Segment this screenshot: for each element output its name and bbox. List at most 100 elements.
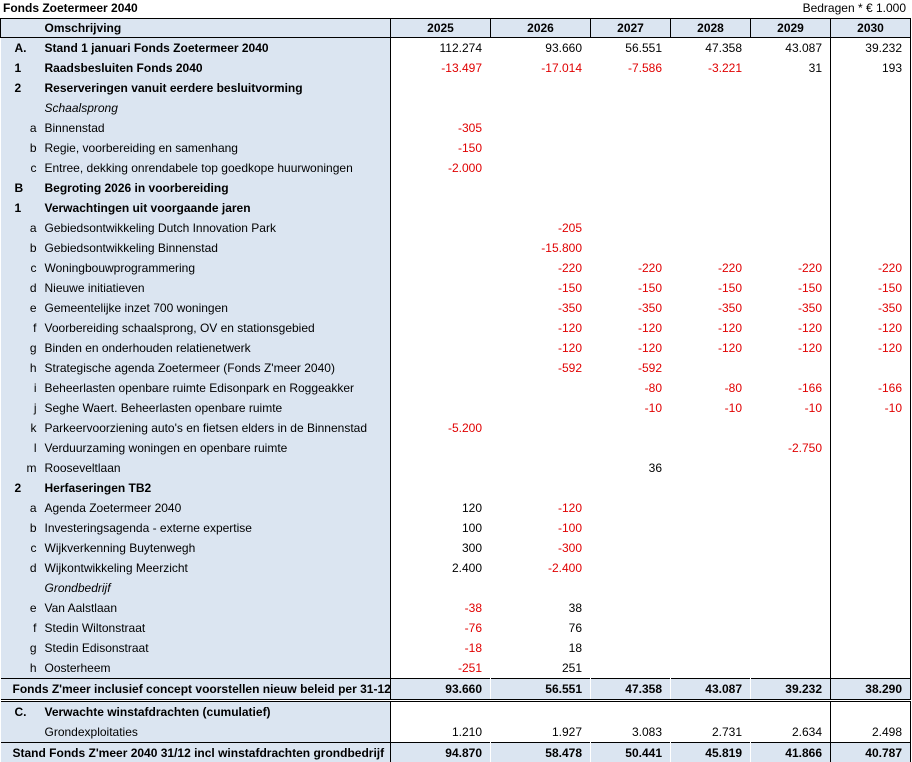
amount <box>671 418 751 438</box>
row-label: Herfaseringen TB2 <box>40 478 391 498</box>
amount: -350 <box>557 301 582 315</box>
row-code: 1 <box>0 198 41 218</box>
row-label: Parkeervoorziening auto's en fietsen eld… <box>40 418 391 438</box>
amount <box>390 338 491 358</box>
amount <box>671 458 751 478</box>
amount <box>671 358 751 378</box>
amount <box>671 118 751 138</box>
table-row: j Seghe Waert. Beheerlasten openbare ruim… <box>0 398 911 418</box>
row-label: Grondbedrijf <box>40 578 391 598</box>
year-header: 2028 <box>670 18 751 38</box>
row-code: c <box>0 538 41 558</box>
row-label: Beheerlasten openbare ruimte Edisonpark … <box>40 378 391 398</box>
amount: 251 <box>561 661 582 675</box>
amount <box>591 78 671 98</box>
row-code: f <box>0 318 41 338</box>
amount: 93.660 <box>390 678 491 702</box>
amount: -150 <box>830 278 911 298</box>
amount <box>830 658 911 679</box>
row-code: 2 <box>0 478 41 498</box>
amount <box>671 701 751 723</box>
amount <box>491 478 591 498</box>
row-code <box>0 578 41 598</box>
amount: -220 <box>637 261 662 275</box>
amount: 3.083 <box>631 725 662 739</box>
row-code: g <box>0 338 41 358</box>
row-code: c <box>0 258 41 278</box>
amount: 39.232 <box>830 37 911 58</box>
row-label: Reserveringen vanuit eerdere besluitvorm… <box>40 78 391 98</box>
table-row: d Wijkontwikkeling Meerzicht 2.400 -2.400 <box>0 558 911 578</box>
amount: -100 <box>557 521 582 535</box>
table-row: h Strategische agenda Zoetermeer (Fonds Z… <box>0 358 911 378</box>
year-header: 2027 <box>590 18 671 38</box>
table-row: 1 Verwachtingen uit voorgaande jaren <box>0 198 911 218</box>
amount <box>751 478 831 498</box>
row-label: Wijkontwikkeling Meerzicht <box>40 558 391 578</box>
table-row: b Gebiedsontwikkeling Binnenstad -15.800 <box>0 238 911 258</box>
amount <box>830 598 911 618</box>
amount <box>671 498 751 518</box>
table-row: Grondbedrijf <box>0 578 911 598</box>
amount <box>671 158 751 178</box>
table-row: e Gemeentelijke inzet 700 woningen -350 -35… <box>0 298 911 318</box>
amount: 36 <box>648 461 662 475</box>
row-label: Raadsbesluiten Fonds 2040 <box>40 58 391 78</box>
amount: -300 <box>557 541 582 555</box>
amount <box>830 198 911 218</box>
amount: -10 <box>644 401 662 415</box>
table-row: m Rooseveltlaan 36 <box>0 458 911 478</box>
amount <box>591 638 671 658</box>
amount: -76 <box>390 618 491 638</box>
row-label: Investeringsagenda - externe expertise <box>40 518 391 538</box>
row-code: B <box>0 178 41 198</box>
amount <box>390 358 491 378</box>
amount: 76 <box>568 621 582 635</box>
row-label: Gebiedsontwikkeling Binnenstad <box>40 238 391 258</box>
year-header: 2025 <box>390 18 491 38</box>
title: Fonds Zoetermeer 2040 <box>3 1 138 15</box>
amount <box>751 418 831 438</box>
amount <box>751 218 831 238</box>
amount <box>751 638 831 658</box>
header: Fonds Zoetermeer 2040 Bedragen * € 1.000 <box>0 0 910 18</box>
amount: 50.441 <box>590 742 671 762</box>
amount <box>751 701 831 723</box>
amount <box>671 618 751 638</box>
amount <box>751 518 831 538</box>
amount <box>390 178 491 198</box>
amount: 120 <box>390 498 491 518</box>
amount <box>671 518 751 538</box>
row-label: Verwachtingen uit voorgaande jaren <box>40 198 391 218</box>
table-row: f Stedin Wiltonstraat -76 76 <box>0 618 911 638</box>
summary-label: Stand Fonds Z'meer 2040 31/12 incl winst… <box>0 742 391 762</box>
amount <box>830 458 911 478</box>
amount <box>751 138 831 158</box>
amount <box>830 98 911 118</box>
amount <box>591 701 671 723</box>
row-label: Seghe Waert. Beheerlasten openbare ruimt… <box>40 398 391 418</box>
amount: 100 <box>390 518 491 538</box>
amount <box>830 178 911 198</box>
amount: -350 <box>830 298 911 318</box>
amount <box>671 478 751 498</box>
table-row: i Beheerlasten openbare ruimte Edisonpark… <box>0 378 911 398</box>
amount <box>830 358 911 378</box>
amount: 47.358 <box>590 678 671 702</box>
amount <box>390 238 491 258</box>
amount <box>390 98 491 118</box>
amount <box>491 118 591 138</box>
table-row: a Gebiedsontwikkeling Dutch Innovation Pa… <box>0 218 911 238</box>
amount <box>671 598 751 618</box>
row-label: Strategische agenda Zoetermeer (Fonds Z'… <box>40 358 391 378</box>
amount: -10 <box>830 398 911 418</box>
row-label: Entree, dekking onrendabele top goedkope… <box>40 158 391 178</box>
row-label: Binden en onderhouden relatienetwerk <box>40 338 391 358</box>
amount <box>591 558 671 578</box>
amount <box>591 658 671 679</box>
amount <box>591 198 671 218</box>
amount: -38 <box>390 598 491 618</box>
amount <box>671 78 751 98</box>
amount: -2.400 <box>547 561 582 575</box>
amount <box>591 218 671 238</box>
